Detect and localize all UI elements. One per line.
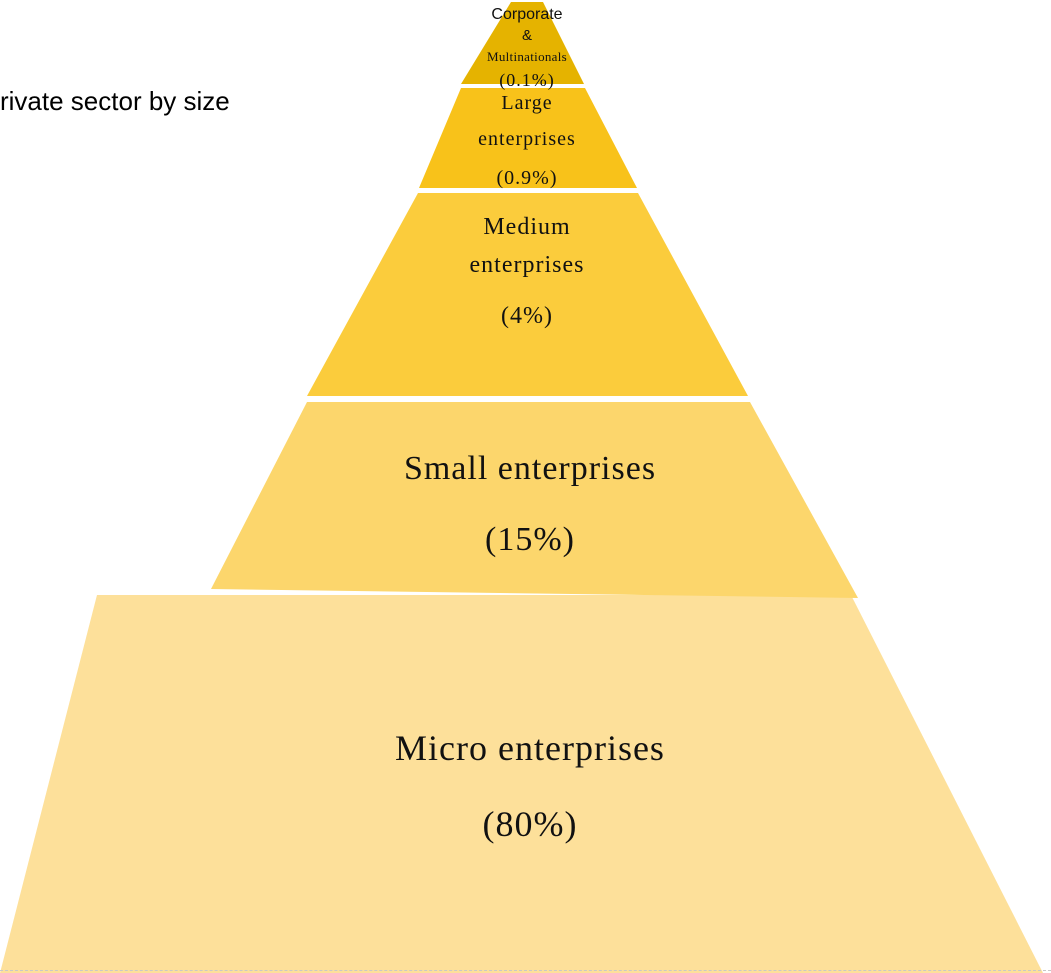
level-large-shape: [419, 88, 637, 188]
level-medium-shape: [307, 193, 748, 396]
level-medium-label-1: Medium: [483, 214, 570, 240]
level-corporate-label-2: &: [522, 27, 532, 44]
level-medium-label-2: enterprises: [470, 252, 585, 278]
level-large-label-3: (0.9%): [497, 167, 558, 189]
level-corporate-label-4: (0.1%): [499, 70, 554, 91]
slide-bottom-border: [0, 970, 1051, 971]
level-small-label-1: Small enterprises: [404, 450, 656, 487]
level-large-label-2: enterprises: [478, 128, 576, 150]
level-corporate-label-1: Corporate: [491, 6, 562, 23]
level-medium-label-3: (4%): [501, 303, 553, 329]
level-corporate-label-3: Multinationals: [487, 49, 567, 64]
level-corporate-shape: [461, 2, 584, 84]
level-small-label-2: (15%): [485, 521, 575, 558]
level-micro-label-1: Micro enterprises: [395, 728, 665, 768]
level-micro-shape: [0, 595, 1043, 973]
level-large-label-1: Large: [501, 92, 552, 114]
level-small-shape: [211, 402, 858, 598]
level-micro-label-2: (80%): [483, 804, 578, 844]
page-title: rivate sector by size: [0, 86, 230, 116]
